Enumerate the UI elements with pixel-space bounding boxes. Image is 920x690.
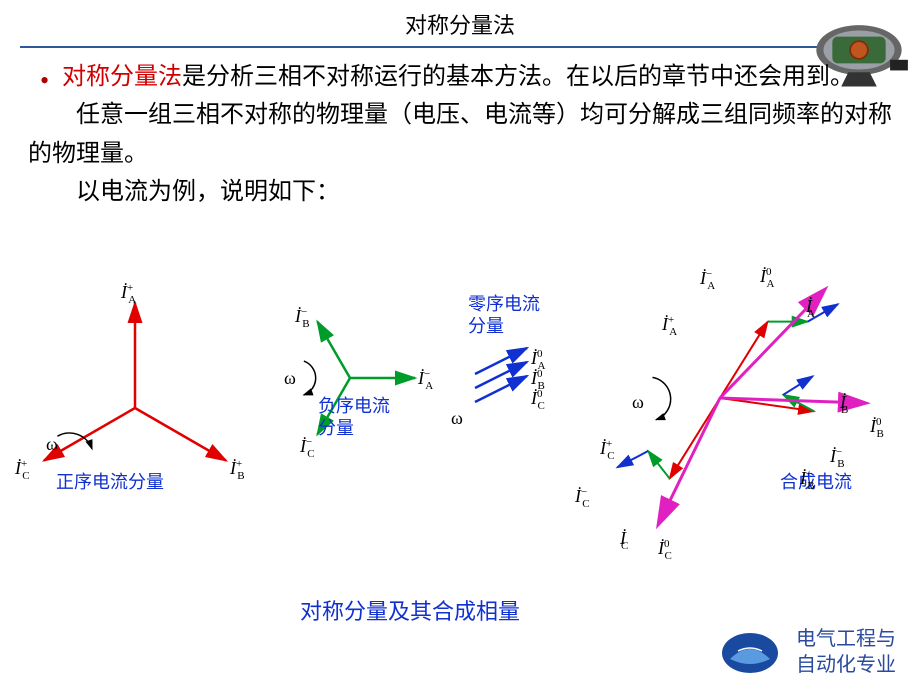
vector-label: İ+B — [230, 458, 250, 482]
caption-zero: 零序电流分量 — [468, 294, 540, 337]
paragraph-3: 以电流为例，说明如下： — [28, 173, 892, 211]
vector-label: İ−C — [575, 486, 595, 510]
vector-label: İ+A — [121, 282, 141, 306]
caption-bottom: 对称分量及其合成相量 — [300, 594, 520, 626]
red-term: 对称分量法 — [62, 64, 182, 90]
vector-label: İ−B — [830, 446, 850, 470]
vector-label: İ+C — [15, 458, 35, 482]
page-title: 对称分量法 — [0, 8, 920, 40]
body-text: • 对称分量法是分析三相不对称运行的基本方法。在以后的章节中还会用到。 任意一组… — [0, 48, 920, 212]
vector-label: İ0C — [658, 538, 677, 562]
bullet-icon: • — [40, 60, 49, 102]
omega-label: ω — [632, 392, 644, 413]
vector-label: İ0A — [760, 266, 779, 290]
vector-label: İ+C — [600, 438, 620, 462]
header-underline — [20, 46, 900, 48]
university-logo-icon — [720, 629, 780, 675]
footer: 电气工程与 自动化专业 — [720, 626, 896, 678]
omega-label: ω — [451, 408, 463, 429]
vector-label: İ+B — [800, 468, 820, 492]
vector-label: İ−A — [700, 268, 720, 292]
omega-label: ω — [46, 434, 58, 455]
line1-rest: 是分析三相不对称运行的基本方法。在以后的章节中还会用到。 — [182, 64, 854, 90]
footer-line2: 自动化专业 — [796, 652, 896, 678]
bullet-line-1: • 对称分量法是分析三相不对称运行的基本方法。在以后的章节中还会用到。 — [28, 58, 892, 96]
omega-label: ω — [284, 368, 296, 389]
slide-header: 对称分量法 — [0, 0, 920, 48]
vector-label: İB — [840, 392, 853, 416]
vector-label: İ−A — [418, 368, 438, 392]
footer-line1: 电气工程与 — [796, 626, 896, 652]
vector-label: İ−B — [295, 306, 315, 330]
vector-label: İ+A — [662, 314, 682, 338]
diagram-row: 正序电流分量 负序电流分量 零序电流分量 合成电流 İ+Aİ+Bİ+Cωİ−Aİ… — [0, 238, 920, 568]
paragraph-2: 任意一组三相不对称的物理量（电压、电流等）均可分解成三组同频率的对称的物理量。 — [28, 96, 892, 173]
vector-label: İC — [620, 528, 633, 552]
vector-label: İ0B — [870, 416, 889, 440]
caption-negative: 负序电流分量 — [318, 396, 390, 439]
vector-label: İ−C — [300, 436, 320, 460]
vector-label: İ0C — [531, 388, 550, 412]
caption-positive: 正序电流分量 — [56, 468, 164, 494]
footer-text: 电气工程与 自动化专业 — [796, 626, 896, 678]
vector-label: İA — [806, 296, 820, 320]
